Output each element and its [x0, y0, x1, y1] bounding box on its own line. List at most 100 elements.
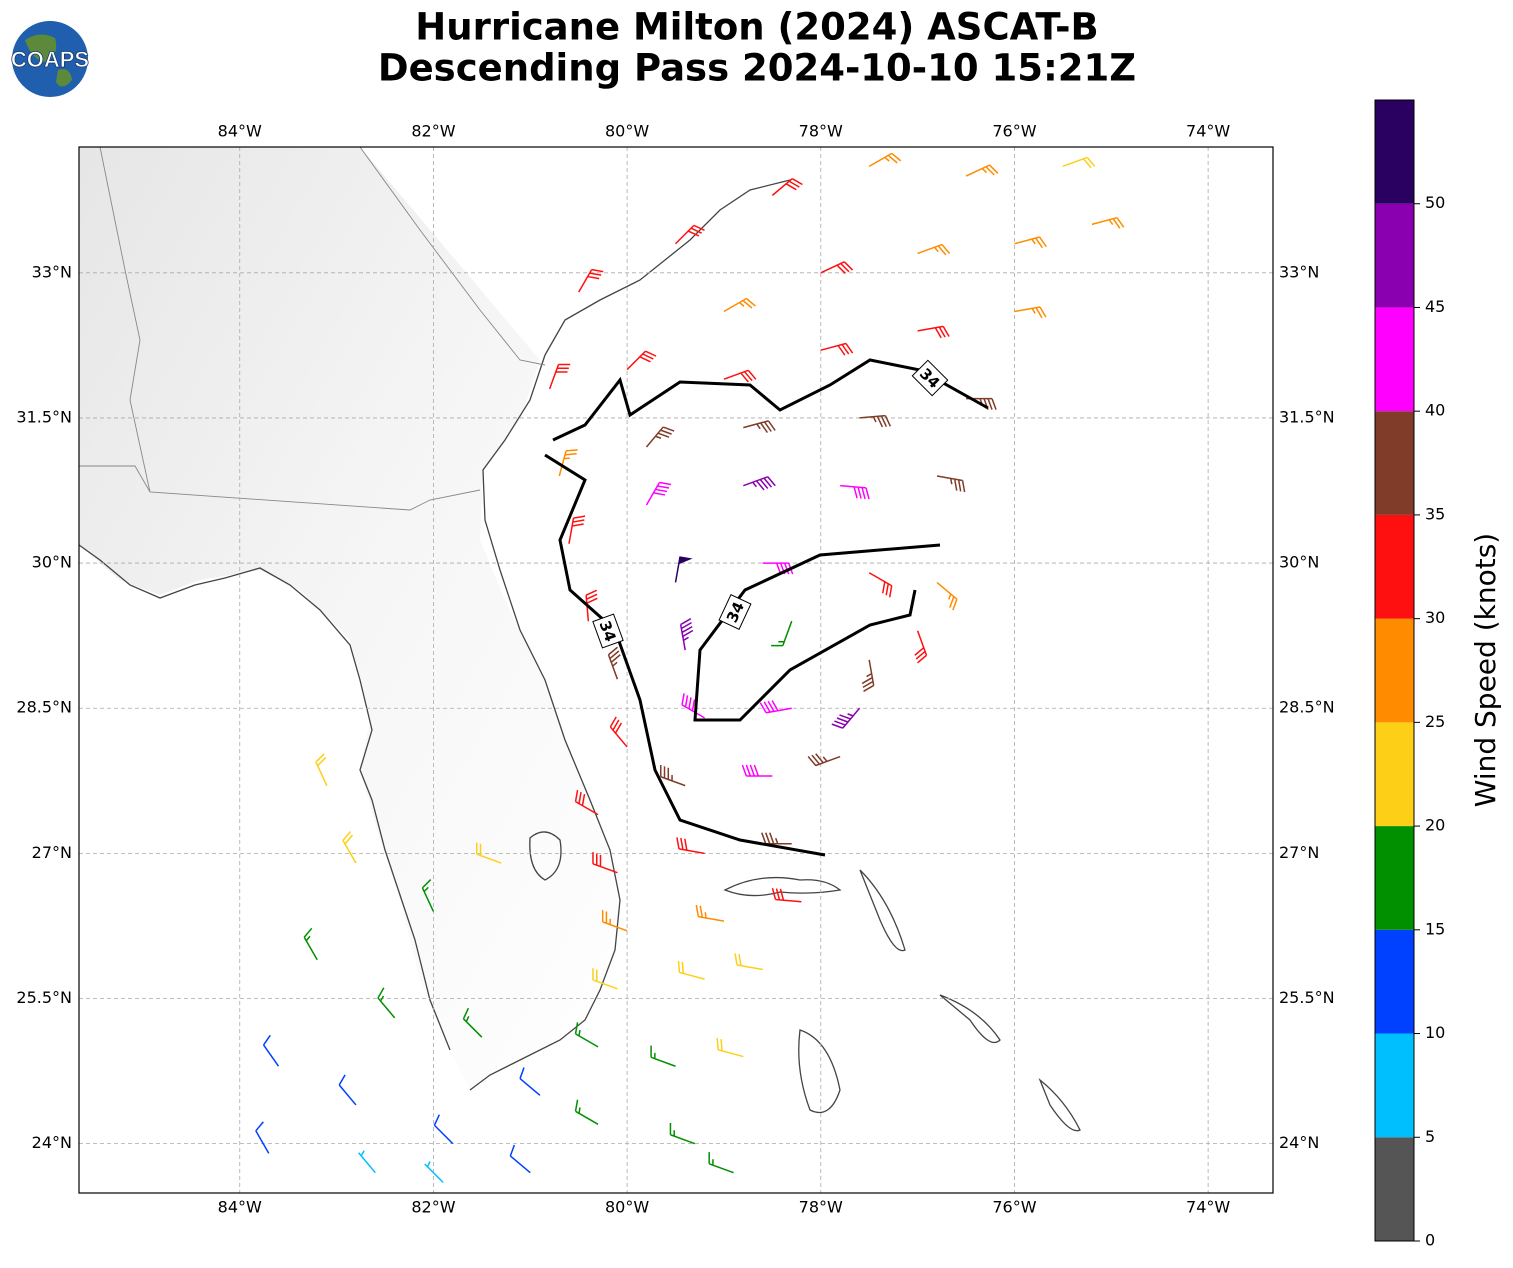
wind-barb [820, 342, 854, 356]
land [79, 147, 620, 1090]
wind-barb [377, 987, 396, 1019]
y-tick-label: 24°N [1279, 1133, 1319, 1152]
wind-barb [807, 753, 841, 767]
wind-barb [677, 960, 705, 980]
wind-barb [476, 842, 502, 864]
x-tick-label: 74°W [1186, 1198, 1230, 1217]
lake [529, 831, 562, 881]
wind-barb [315, 753, 328, 786]
wind-barb [262, 1034, 280, 1067]
wind-barb [255, 1121, 270, 1154]
wind-barb [574, 790, 599, 816]
contour-label-box: 34 [718, 593, 752, 631]
colorbar-tick-label: 20 [1425, 816, 1445, 835]
wind-barb [771, 887, 802, 903]
title-line: Hurricane Milton (2024) ASCAT-B [415, 6, 1098, 49]
y-tick-label: 28.5°N [16, 698, 72, 717]
x-tick-label: 78°W [799, 1198, 843, 1217]
wind-barb [708, 1152, 734, 1174]
logo-land [25, 34, 72, 87]
colorbar-tick-label: 0 [1425, 1231, 1435, 1250]
colorbar-tick-label: 5 [1425, 1127, 1435, 1146]
wind-barb [568, 515, 586, 544]
wind-barb [965, 164, 999, 177]
wind-barb [868, 152, 902, 168]
colorbar-tick-label: 35 [1425, 504, 1445, 523]
wind-barb [607, 646, 621, 680]
colorbar-tick-label: 45 [1425, 297, 1445, 316]
axis-ticks: 84°W 84°W 82°W 82°W 80°W 80°W 78°W 78°W 76°W 76°W… [16, 122, 1334, 1217]
logo-text: COAPS [11, 47, 89, 72]
wind-barb [723, 297, 756, 313]
y-tick-label: 30°N [1279, 553, 1319, 572]
y-tick-label: 31.5°N [1279, 407, 1335, 426]
wind-barb [859, 414, 892, 428]
colorbar-bin [1375, 826, 1414, 930]
colorbar-bin [1375, 100, 1414, 204]
x-tick-label: 80°W [605, 122, 649, 141]
wind-barb [741, 764, 773, 777]
colorbar-bin [1375, 411, 1414, 515]
wind-barb [679, 618, 694, 651]
x-tick-label: 76°W [992, 1198, 1036, 1217]
wind-barb [674, 224, 705, 245]
wind-barb [681, 693, 705, 719]
wind-contour [544, 453, 826, 857]
wind-barb [734, 953, 763, 971]
wind-barb [1014, 306, 1047, 319]
wind-barb-pennant [678, 556, 693, 565]
wind-barb [303, 927, 318, 961]
x-tick-label: 82°W [411, 1198, 455, 1217]
wind-barb [695, 904, 725, 922]
wind-barb [558, 449, 578, 477]
colorbar-bin [1375, 722, 1414, 827]
wind-barb [759, 700, 792, 714]
wind-barb [917, 325, 950, 339]
map-background: 34 34 34 [79, 147, 1273, 1193]
colorbar: 0 5 10 15 20 25 30 35 40 45 50 [1374, 99, 1445, 1250]
coastline [544, 179, 791, 356]
y-tick-label: 27°N [1279, 843, 1319, 862]
wind-barb [914, 630, 928, 664]
wind-barb [840, 484, 870, 500]
wind-barb [650, 1045, 676, 1067]
x-tick-label: 74°W [1186, 122, 1230, 141]
x-tick-label: 78°W [799, 122, 843, 141]
wind-barb [761, 832, 792, 845]
colorbar-bin [1375, 307, 1414, 412]
y-tick-label: 25.5°N [1279, 988, 1335, 1007]
wind-barb [421, 879, 435, 912]
wind-barb [509, 1144, 531, 1174]
colorbar-bin [1375, 929, 1414, 1034]
x-tick-label: 76°W [992, 122, 1036, 141]
x-tick-label: 84°W [218, 122, 262, 141]
wind-barb [574, 1022, 599, 1048]
logo: COAPS [10, 21, 90, 97]
x-tick-label: 84°W [218, 1198, 262, 1217]
x-tick-label: 80°W [605, 1198, 649, 1217]
y-tick-label: 28.5°N [1279, 698, 1335, 717]
wind-barb [609, 716, 628, 748]
y-tick-label: 24°N [32, 1133, 72, 1152]
colorbar-bin [1375, 1137, 1414, 1241]
colorbar-tick-label: 25 [1425, 712, 1445, 731]
wind-barb [1014, 236, 1047, 249]
wind-barb [716, 1038, 744, 1058]
y-tick-label: 31.5°N [16, 407, 72, 426]
wind-barb [660, 765, 686, 787]
colorbar-bin [1375, 514, 1414, 619]
wind-barb [917, 243, 951, 256]
wind-barb [966, 397, 997, 410]
wind-barb [1091, 216, 1125, 229]
wind-barb [936, 581, 958, 611]
wind-barb [820, 261, 854, 274]
colorbar-tick-label: 30 [1425, 608, 1445, 627]
colorbar-frame [1374, 99, 1415, 1242]
grid [79, 147, 1273, 1193]
wind-barb [936, 475, 966, 493]
colorbar-bin [1375, 1033, 1414, 1138]
wind-barb [601, 910, 628, 932]
y-tick-label: 33°N [1279, 262, 1319, 281]
title-line: Descending Pass 2024-10-10 15:21Z [378, 47, 1136, 90]
wind-barb [424, 1161, 444, 1183]
